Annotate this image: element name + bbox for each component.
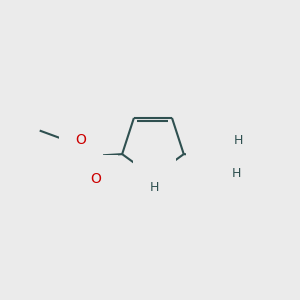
Text: N: N <box>149 170 160 184</box>
Text: O: O <box>219 166 230 180</box>
Text: H: H <box>150 181 159 194</box>
Text: H: H <box>234 134 243 147</box>
Text: H: H <box>232 167 241 180</box>
Text: B: B <box>203 148 213 163</box>
Text: O: O <box>221 133 232 147</box>
Text: O: O <box>90 172 101 186</box>
Text: O: O <box>76 133 86 147</box>
